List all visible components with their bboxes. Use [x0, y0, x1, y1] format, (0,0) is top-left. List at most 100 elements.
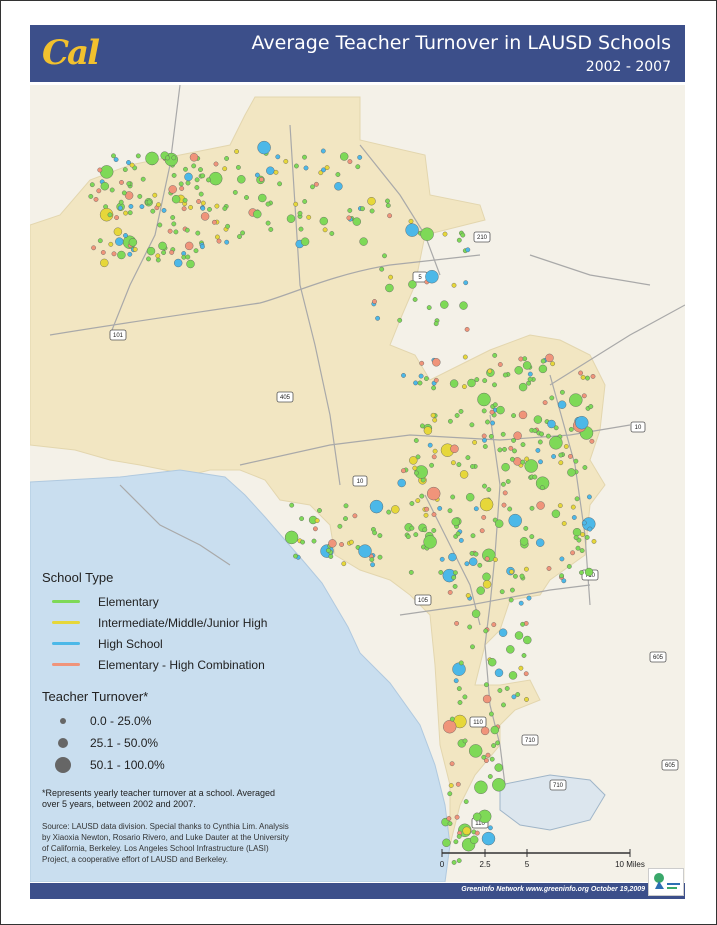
school-marker [501, 702, 506, 708]
school-marker [431, 528, 437, 533]
school-marker [573, 535, 579, 540]
school-marker [520, 442, 526, 447]
school-marker [427, 442, 433, 448]
school-marker [346, 215, 352, 221]
school-marker [297, 210, 303, 216]
school-marker [386, 509, 392, 515]
school-marker [581, 393, 587, 399]
school-marker [456, 858, 462, 863]
school-marker [469, 550, 475, 556]
school-marker [408, 569, 414, 575]
school-marker [117, 250, 126, 260]
school-marker [146, 256, 151, 262]
legend-label: 0.0 - 25.0% [90, 714, 152, 728]
school-marker [152, 192, 158, 198]
school-marker [115, 237, 124, 246]
school-marker [542, 400, 548, 405]
school-marker [446, 816, 452, 821]
school-marker [429, 462, 434, 468]
school-marker [492, 778, 506, 792]
school-marker [334, 182, 343, 191]
highway-label: 210 [477, 235, 488, 241]
school-marker [348, 539, 354, 545]
school-marker [455, 531, 461, 537]
school-marker [431, 512, 437, 517]
school-marker [467, 378, 476, 388]
school-marker [341, 561, 347, 567]
school-marker [432, 417, 438, 423]
school-marker [459, 301, 468, 310]
school-marker [482, 437, 487, 443]
school-marker [419, 493, 425, 499]
school-marker [460, 232, 466, 238]
school-marker [509, 587, 515, 593]
school-marker [566, 564, 572, 569]
school-marker [579, 548, 585, 553]
school-marker [377, 554, 383, 560]
school-marker [224, 239, 230, 245]
school-marker [266, 166, 275, 175]
school-marker [253, 209, 262, 219]
map-years: 2002 - 2007 [585, 59, 671, 75]
school-marker [121, 190, 127, 196]
school-marker [359, 237, 368, 246]
school-marker [431, 454, 437, 460]
school-marker [452, 662, 466, 676]
school-marker [574, 496, 580, 502]
school-marker [584, 534, 590, 540]
school-marker [479, 528, 485, 534]
legend-label: Intermediate/Middle/Junior High [98, 615, 268, 630]
school-marker [431, 385, 436, 391]
highway-label: 605 [665, 763, 676, 769]
school-marker [146, 246, 156, 256]
school-marker [181, 254, 187, 260]
school-marker [170, 215, 176, 220]
school-marker [146, 199, 152, 205]
school-marker [200, 205, 206, 211]
legend-label: 25.1 - 50.0% [90, 736, 159, 750]
school-marker [412, 297, 418, 302]
school-marker [427, 486, 441, 501]
school-marker [302, 199, 308, 204]
school-marker [306, 214, 312, 220]
school-marker [207, 207, 212, 212]
school-marker [347, 208, 353, 213]
school-marker [119, 180, 124, 185]
school-marker [273, 169, 279, 175]
school-marker [571, 515, 577, 520]
school-marker [495, 519, 504, 528]
school-marker [458, 660, 464, 666]
school-marker [322, 227, 328, 233]
school-marker [589, 438, 595, 444]
school-marker [195, 230, 201, 236]
school-marker [580, 374, 586, 380]
school-marker [461, 384, 467, 389]
school-marker [186, 259, 195, 269]
school-marker [155, 253, 161, 259]
school-marker [418, 373, 424, 379]
school-marker [452, 583, 458, 589]
highway-label: 105 [418, 598, 429, 604]
school-marker [585, 375, 590, 381]
school-marker [310, 184, 315, 190]
school-marker [433, 377, 439, 383]
school-marker [413, 438, 419, 443]
school-marker [491, 622, 497, 627]
school-marker [494, 668, 504, 677]
school-marker [425, 269, 439, 284]
school-marker [588, 404, 594, 409]
school-marker [293, 163, 299, 169]
school-marker [481, 433, 487, 439]
school-marker [490, 725, 499, 735]
school-marker [171, 173, 177, 178]
scale-label: 2.5 [479, 860, 491, 869]
school-marker [114, 215, 120, 221]
school-marker [113, 157, 119, 163]
school-marker [433, 321, 439, 327]
school-marker [415, 498, 421, 503]
school-marker [293, 201, 299, 207]
school-marker [127, 210, 133, 216]
highway-shield-210: 210 [473, 231, 491, 243]
school-marker [171, 155, 177, 161]
school-marker [194, 185, 200, 190]
